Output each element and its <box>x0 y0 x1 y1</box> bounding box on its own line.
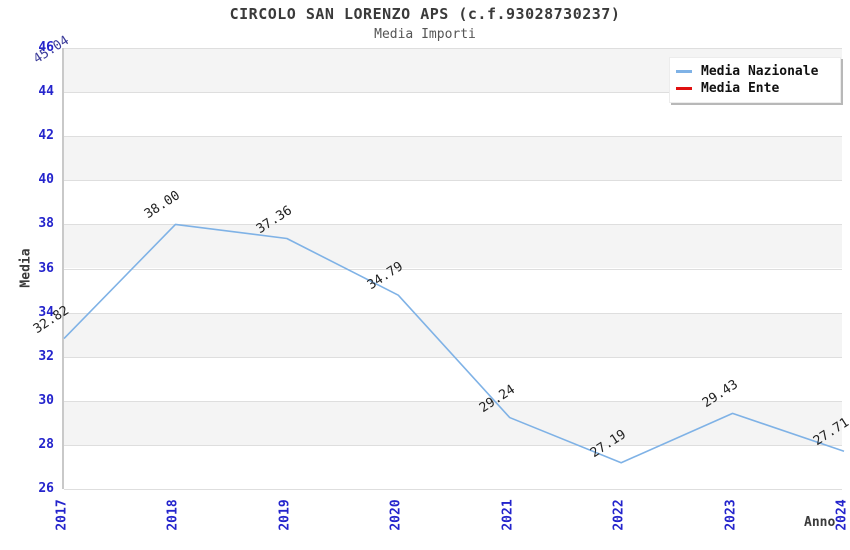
y-tick-label: 30 <box>38 392 54 408</box>
grid-line <box>64 180 842 182</box>
y-tick-label: 28 <box>38 436 54 452</box>
y-tick-label: 40 <box>38 172 54 188</box>
x-tick-label: 2023 <box>723 499 739 531</box>
grid-line <box>64 312 842 314</box>
grid-band <box>64 224 842 269</box>
chart-subtitle: Media Importi <box>374 27 476 42</box>
y-tick-label: 34 <box>38 304 54 320</box>
x-tick-label: 2019 <box>277 499 293 531</box>
series-line-media-nazionale <box>63 223 845 464</box>
legend-item: Media Nazionale <box>674 63 834 80</box>
grid-line <box>64 268 842 270</box>
legend-label: Media Nazionale <box>701 64 819 79</box>
grid-band <box>64 356 842 401</box>
grid-line <box>64 136 842 138</box>
x-tick-label: 2021 <box>500 499 516 531</box>
media-nazionale-swatch-icon <box>676 70 692 73</box>
plot-area <box>62 48 845 490</box>
y-tick-label: 42 <box>38 128 54 144</box>
grid-line <box>64 356 842 358</box>
grid-line <box>64 48 842 49</box>
y-tick-label: 32 <box>38 348 54 364</box>
grid-line <box>64 489 842 490</box>
grid-line <box>64 92 842 94</box>
x-tick-label: 2022 <box>611 499 627 531</box>
y-tick-label: 26 <box>38 481 54 496</box>
x-tick-label: 2024 <box>834 499 850 531</box>
legend-label: Media Ente <box>701 81 780 96</box>
y-tick-label: 38 <box>38 216 54 232</box>
grid-band <box>64 268 842 313</box>
legend: Media Nazionale Media Ente <box>669 57 841 103</box>
grid-band <box>64 444 842 489</box>
legend-item: Media Ente <box>674 80 834 97</box>
grid-line <box>64 400 842 402</box>
grid-line <box>64 444 842 446</box>
chart-title: CIRCOLO SAN LORENZO APS (c.f.93028730237… <box>229 5 621 23</box>
grid-band <box>64 312 842 357</box>
y-tick-label: 44 <box>38 84 54 100</box>
media-ente-swatch-icon <box>676 87 692 90</box>
grid-line <box>64 224 842 226</box>
x-tick-label: 2020 <box>388 499 404 531</box>
x-tick-label: 2017 <box>54 499 70 531</box>
y-tick-label: 46 <box>38 40 54 55</box>
y-tick-label: 36 <box>38 260 54 276</box>
grid-band <box>64 180 842 225</box>
x-axis-title: Anno <box>804 515 836 530</box>
x-tick-label: 2018 <box>165 499 181 531</box>
grid-band <box>64 136 842 181</box>
